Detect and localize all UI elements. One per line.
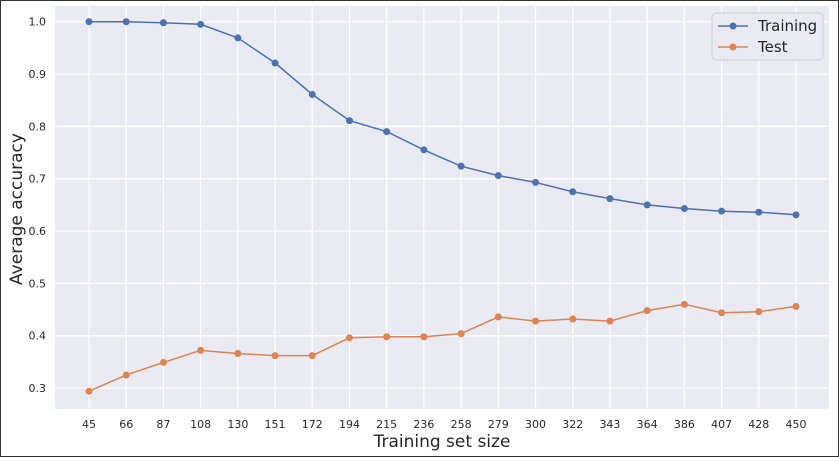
y-tick-label: 0.3 [29, 382, 47, 395]
y-tick-label: 0.8 [29, 120, 47, 133]
training-data-point [680, 205, 688, 213]
y-tick-label: 0.6 [29, 225, 47, 238]
x-tick-label: 87 [156, 418, 170, 431]
x-tick-label: 428 [748, 418, 769, 431]
y-tick-label: 0.4 [29, 330, 47, 343]
training-data-point [197, 20, 205, 28]
grid-layer [55, 6, 829, 409]
training-data-point [792, 211, 800, 219]
x-tick-label: 322 [562, 418, 583, 431]
test-data-point [569, 315, 577, 323]
x-tick-label: 450 [786, 418, 807, 431]
legend-label-training: Training [757, 17, 817, 35]
x-tick-label: 407 [711, 418, 732, 431]
training-data-point [122, 18, 130, 26]
legend-label-test: Test [757, 38, 788, 56]
x-tick-label: 258 [451, 418, 472, 431]
x-tick-label: 66 [119, 418, 133, 431]
test-data-point [606, 317, 614, 325]
test-data-point [197, 346, 205, 354]
plot-area [55, 6, 829, 409]
test-data-point [271, 352, 279, 360]
test-data-point [345, 334, 353, 342]
legend-marker-training [729, 22, 737, 30]
test-data-point [308, 352, 316, 360]
y-tick-label: 0.7 [29, 173, 47, 186]
training-data-point [457, 162, 465, 170]
test-data-point [494, 313, 502, 321]
x-tick-label: 108 [190, 418, 211, 431]
test-data-point [420, 333, 428, 341]
test-data-point [159, 358, 167, 366]
training-data-point [755, 208, 763, 216]
x-tick-label: 279 [488, 418, 509, 431]
y-tick-label: 0.5 [29, 277, 47, 290]
test-data-point [792, 302, 800, 310]
x-tick-label: 364 [637, 418, 658, 431]
x-tick-label: 45 [82, 418, 96, 431]
training-data-point [271, 59, 279, 67]
x-tick-label: 215 [376, 418, 397, 431]
series-layer [85, 18, 800, 395]
training-data-point [643, 201, 651, 209]
x-tick-label: 194 [339, 418, 360, 431]
x-tick-label: 343 [599, 418, 620, 431]
legend: Training Test [711, 12, 824, 61]
legend-box [711, 12, 824, 61]
training-data-point [494, 172, 502, 180]
x-axis-label: Training set size [373, 432, 511, 452]
training-series-line [89, 20, 797, 216]
x-tick-label: 151 [265, 418, 286, 431]
x-tick-label: 130 [227, 418, 248, 431]
test-data-point [532, 317, 540, 325]
x-tick-label: 300 [525, 418, 546, 431]
test-data-point [643, 307, 651, 315]
training-data-point [234, 34, 242, 42]
test-data-point [755, 308, 763, 316]
legend-marker-test [729, 43, 737, 51]
x-tick-label: 236 [413, 418, 434, 431]
training-data-point [85, 18, 93, 26]
training-data-point [383, 128, 391, 136]
test-data-point [383, 333, 391, 341]
test-data-point [457, 330, 465, 338]
test-data-point [680, 300, 688, 308]
x-tick-label: 172 [302, 418, 323, 431]
y-tick-label: 0.9 [29, 68, 47, 81]
test-data-point [85, 387, 93, 395]
training-data-point [569, 188, 577, 196]
tick-layer: 45 66 87 108 130 151 172 194 215 236 258 279 300 322 3… [29, 16, 807, 431]
training-data-point [308, 90, 316, 98]
training-data-point [606, 195, 614, 203]
test-data-point [234, 350, 242, 358]
training-data-point [420, 146, 428, 154]
y-axis-label: Average accuracy [7, 133, 27, 285]
training-data-point [532, 178, 540, 186]
training-data-point [159, 19, 167, 27]
y-tick-label: 1.0 [29, 16, 47, 29]
test-series-line [88, 303, 797, 392]
x-tick-label: 386 [674, 418, 695, 431]
test-data-point [718, 309, 726, 317]
training-data-point [345, 117, 353, 125]
training-data-point [718, 207, 726, 215]
test-data-point [122, 371, 130, 379]
